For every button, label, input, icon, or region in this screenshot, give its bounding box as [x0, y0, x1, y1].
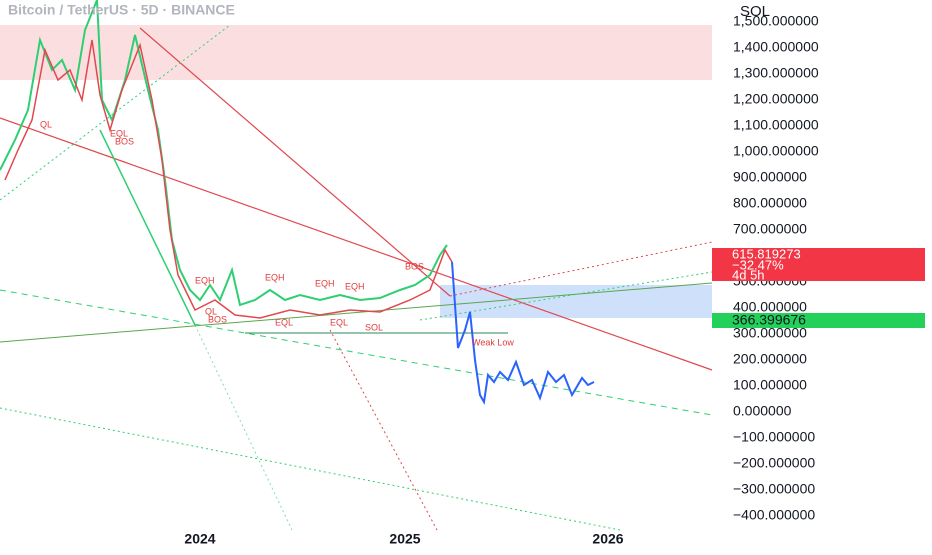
annotation: EQH — [195, 275, 215, 285]
trendline — [99, 129, 196, 326]
level-price: 366.399676 — [732, 312, 806, 328]
annotation: EQH — [345, 281, 365, 291]
last-price: 615.819273 — [732, 246, 801, 261]
trendline — [0, 117, 713, 371]
price-label: 1,000.000000 — [733, 143, 819, 159]
annotation: EQL — [275, 317, 293, 327]
price-label: −300.000000 — [733, 481, 815, 497]
price-path — [4, 39, 453, 319]
annotation: Weak Low — [472, 337, 514, 347]
plot-area — [0, 0, 712, 550]
price-label: 200.000000 — [733, 351, 807, 367]
annotation: EQL — [330, 317, 348, 327]
annotation: EQL — [110, 128, 128, 138]
trendline — [0, 24, 231, 201]
trendline — [0, 282, 713, 343]
price-label: 700.000000 — [733, 221, 807, 237]
annotation: EQH — [265, 272, 285, 282]
countdown: 4d 5h — [732, 267, 765, 282]
trendline — [139, 27, 451, 297]
annotation: BOS — [208, 314, 227, 324]
price-label: −400.000000 — [733, 507, 815, 523]
last-price-badge — [712, 248, 925, 281]
price-path — [0, 0, 448, 307]
level-badge — [712, 313, 925, 328]
annotation: EQH — [315, 278, 335, 288]
annotation: BOS — [115, 136, 134, 146]
trendline — [419, 271, 713, 321]
price-label: 800.000000 — [733, 195, 807, 211]
annotation: QL — [205, 306, 217, 316]
price-label: −100.000000 — [733, 429, 815, 445]
price-label: 1,200.000000 — [733, 91, 819, 107]
annotation: BOS — [405, 261, 424, 271]
supply-zone — [0, 25, 712, 80]
annotation: SOL — [365, 322, 383, 332]
price-label: 100.000000 — [733, 377, 807, 393]
time-label: 2026 — [592, 531, 623, 547]
projection-path — [451, 261, 595, 406]
symbol: SOL — [740, 3, 770, 20]
price-label: 1,400.000000 — [733, 39, 819, 55]
price-label: 1,100.000000 — [733, 117, 819, 133]
price-label: 1,500.000000 — [733, 13, 819, 29]
price-label: 400.000000 — [733, 299, 807, 315]
price-label: 300.000000 — [733, 325, 807, 341]
price-label: 900.000000 — [733, 169, 807, 185]
change: −32.47% — [732, 257, 784, 272]
annotation: QL — [40, 119, 52, 129]
time-label: 2024 — [184, 531, 215, 547]
price-label: −200.000000 — [733, 455, 815, 471]
trendline — [0, 407, 621, 531]
chart-title: Bitcoin / TetherUS · 5D · BINANCE — [8, 2, 235, 18]
price-label: 0.000000 — [733, 403, 792, 419]
time-label: 2025 — [389, 531, 420, 547]
price-label: 1,300.000000 — [733, 65, 819, 81]
